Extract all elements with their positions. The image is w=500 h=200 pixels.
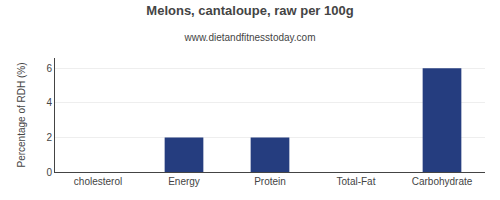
svg-text:Carbohydrate: Carbohydrate — [412, 176, 473, 187]
svg-text:Total-Fat: Total-Fat — [337, 176, 376, 187]
svg-text:Melons, cantaloupe, raw per 10: Melons, cantaloupe, raw per 100g — [146, 3, 353, 18]
svg-text:0: 0 — [46, 167, 52, 178]
svg-text:Protein: Protein — [254, 176, 286, 187]
svg-text:Energy: Energy — [168, 176, 200, 187]
svg-text:6: 6 — [46, 63, 52, 74]
svg-text:Percentage of RDH (%): Percentage of RDH (%) — [16, 62, 27, 167]
svg-text:cholesterol: cholesterol — [74, 176, 122, 187]
svg-text:4: 4 — [46, 97, 52, 108]
svg-text:www.dietandfitnesstoday.com: www.dietandfitnesstoday.com — [184, 32, 316, 43]
svg-text:2: 2 — [46, 132, 52, 143]
